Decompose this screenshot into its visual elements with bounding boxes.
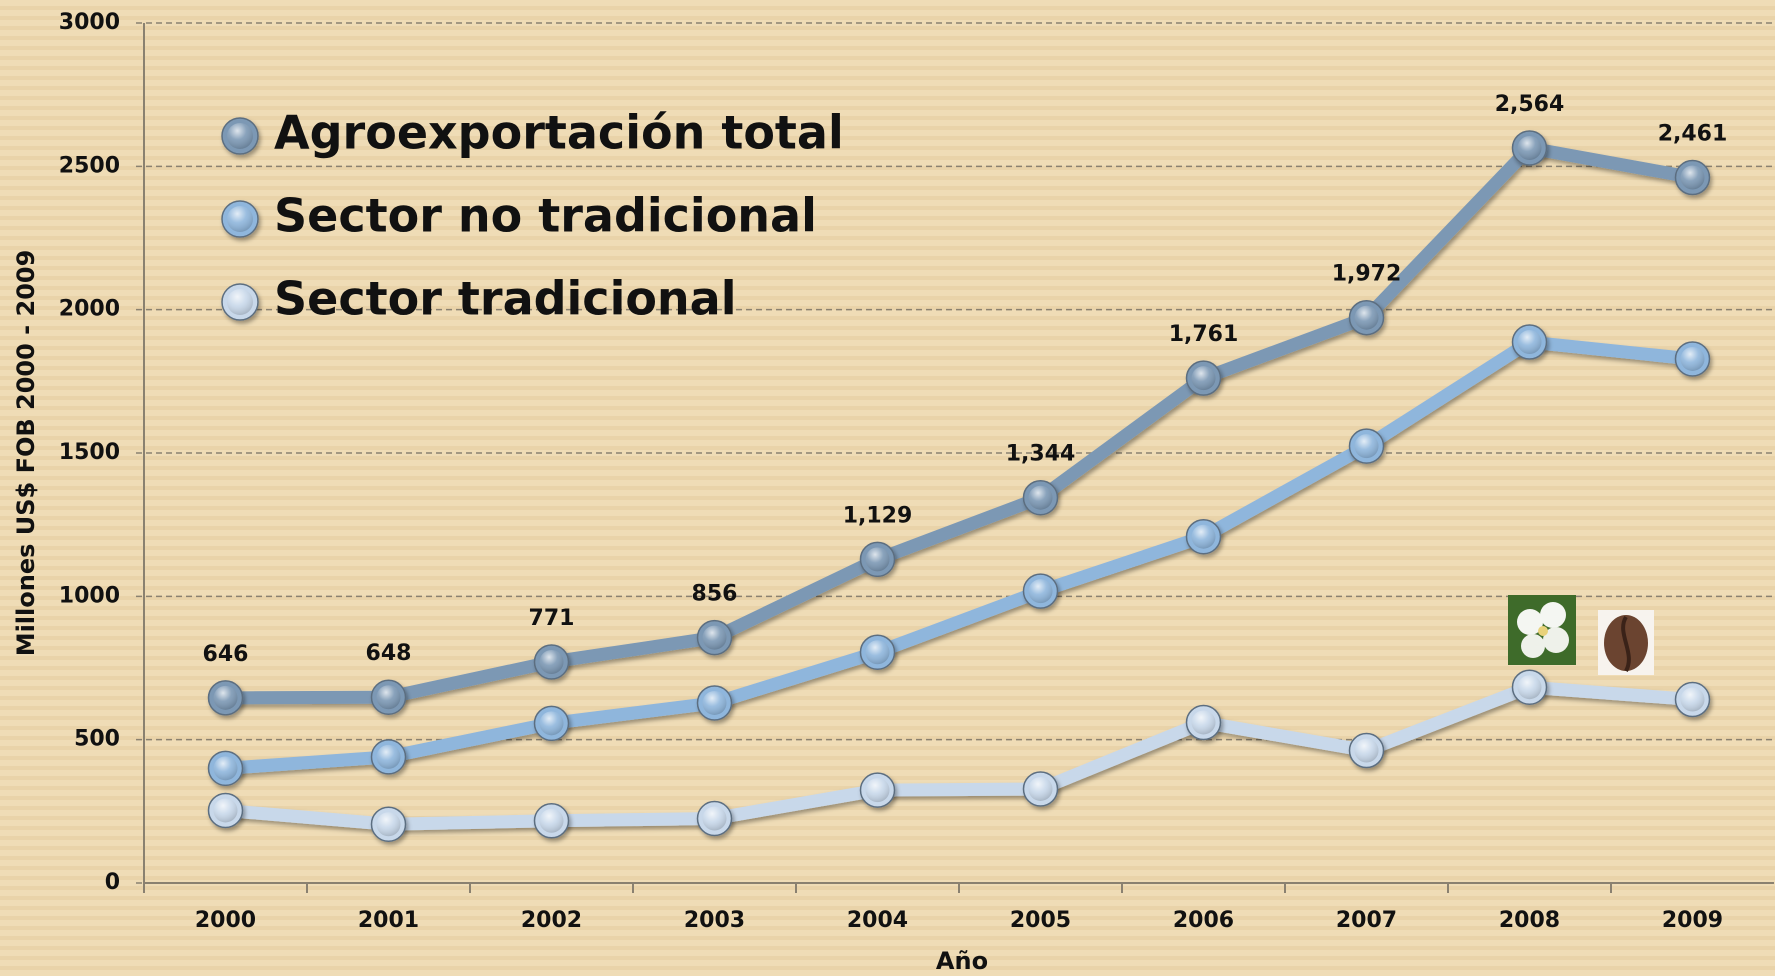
- point-shine: [214, 798, 238, 822]
- point-shine: [377, 685, 401, 709]
- point-shine: [1355, 434, 1379, 458]
- point-shine: [1192, 366, 1216, 390]
- legend-label: Sector no tradicional: [274, 189, 817, 243]
- point-shine: [377, 812, 401, 836]
- legend-item: Agroexportación total: [213, 106, 844, 160]
- x-tick-label: 2001: [358, 908, 419, 933]
- data-label: 856: [692, 582, 738, 607]
- point-shine: [1192, 525, 1216, 549]
- data-label: 1,972: [1332, 262, 1402, 287]
- y-tick-label: 2500: [59, 153, 120, 178]
- point-shine: [1518, 136, 1542, 160]
- point-shine: [866, 547, 890, 571]
- chart: 646 648 771 856 1,129 1,344 1,761 1,972 2,564 2,4…: [0, 0, 1775, 976]
- x-tick-label: 2006: [1173, 908, 1234, 933]
- legend-marker-shine: [227, 289, 253, 315]
- point-shine: [703, 807, 727, 831]
- legend-marker-shine: [227, 123, 253, 149]
- point-shine: [1681, 688, 1705, 712]
- x-tick-label: 2008: [1499, 908, 1560, 933]
- point-shine: [540, 809, 564, 833]
- page: 646 648 771 856 1,129 1,344 1,761 1,972 2,564 2,4…: [0, 0, 1775, 976]
- point-shine: [214, 686, 238, 710]
- point-shine: [1029, 777, 1053, 801]
- series-line: [226, 687, 1693, 824]
- data-label: 771: [529, 606, 575, 631]
- decor-coffee-bean: [1598, 610, 1654, 675]
- x-tick-label: 2009: [1662, 908, 1723, 933]
- point-shine: [1029, 486, 1053, 510]
- data-label: 1,129: [843, 503, 913, 528]
- y-tick-label: 3000: [59, 10, 120, 35]
- legend-marker-shine: [227, 206, 253, 232]
- x-axis-title: Año: [936, 947, 988, 975]
- x-tick-label: 2000: [195, 908, 256, 933]
- point-shine: [1518, 330, 1542, 354]
- x-tick-label: 2002: [521, 908, 582, 933]
- data-label: 648: [366, 641, 412, 666]
- point-shine: [866, 778, 890, 802]
- point-shine: [1681, 166, 1705, 190]
- y-tick-label: 1500: [59, 440, 120, 465]
- point-shine: [377, 745, 401, 769]
- point-shine: [866, 640, 890, 664]
- data-label: 1,761: [1169, 322, 1239, 347]
- data-label: 1,344: [1006, 442, 1076, 467]
- point-shine: [1355, 306, 1379, 330]
- point-shine: [1192, 710, 1216, 734]
- point-shine: [1681, 347, 1705, 371]
- y-axis-title: Millones US$ FOB 2000 - 2009: [12, 250, 40, 657]
- legend-label: Sector tradicional: [274, 272, 737, 326]
- point-shine: [214, 756, 238, 780]
- point-shine: [703, 691, 727, 715]
- x-tick-label: 2007: [1336, 908, 1397, 933]
- point-shine: [1029, 579, 1053, 603]
- point-shine: [540, 711, 564, 735]
- point-shine: [1518, 675, 1542, 699]
- data-label: 2,461: [1658, 122, 1728, 147]
- x-tick-label: 2005: [1010, 908, 1071, 933]
- decor-flower: [1508, 595, 1576, 665]
- point-shine: [703, 626, 727, 650]
- data-label: 646: [203, 642, 249, 667]
- legend-label: Agroexportación total: [274, 106, 844, 160]
- x-tick-label: 2004: [847, 908, 908, 933]
- legend-item: Sector tradicional: [213, 272, 737, 326]
- y-tick-label: 1000: [59, 583, 120, 608]
- y-tick-label: 500: [74, 727, 120, 752]
- data-label: 2,564: [1495, 92, 1565, 117]
- y-tick-label: 2000: [59, 297, 120, 322]
- series: [209, 670, 1710, 841]
- point-shine: [540, 650, 564, 674]
- x-tick-label: 2003: [684, 908, 745, 933]
- y-tick-label: 0: [105, 870, 120, 895]
- series: [209, 325, 1710, 785]
- point-shine: [1355, 739, 1379, 763]
- legend-item: Sector no tradicional: [213, 189, 817, 243]
